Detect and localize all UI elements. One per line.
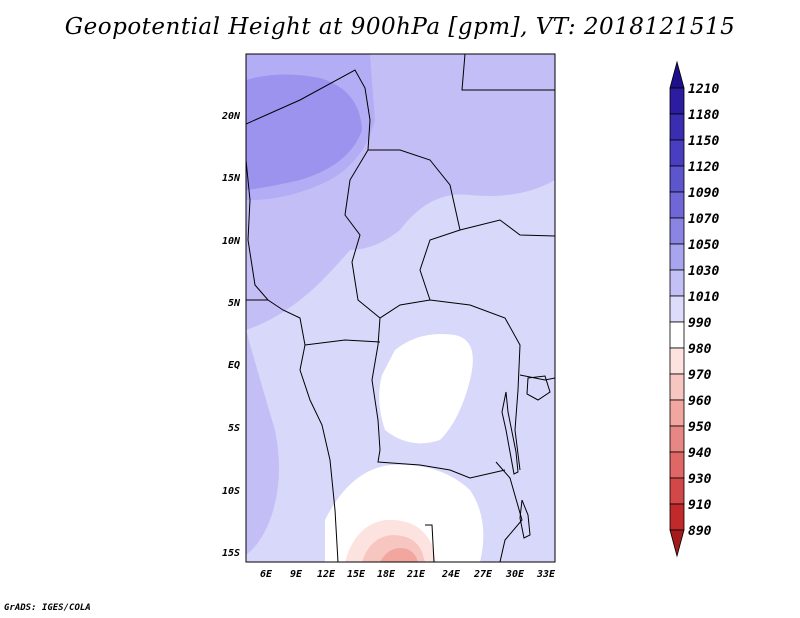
lon-tick-label: 27E (473, 569, 493, 580)
colorbar-cell (669, 295, 685, 323)
longitude-axis: 6E 9E 12E 15E 18E 21E 24E 27E 30E 33E (260, 569, 556, 580)
map-frame (245, 53, 556, 563)
field-band-1090-northwest (246, 74, 362, 190)
lake-tanganyika (501, 391, 519, 475)
colorbar-level-label: 890 (688, 524, 712, 539)
lat-tick-label: 10N (222, 236, 241, 247)
colorbar-cell (669, 399, 685, 427)
colorbar-level-label: 1180 (688, 108, 719, 123)
colorbar-cell (669, 243, 685, 271)
coastline-west-africa (246, 159, 339, 562)
colorbar-level-label: 960 (688, 394, 712, 409)
colorbar-cell (669, 165, 685, 193)
lat-tick-label: 15S (222, 548, 240, 559)
colorbar-cell (669, 217, 685, 245)
field-band-1010-congo (379, 334, 473, 444)
lon-tick-label: 18E (377, 569, 396, 580)
colorbar-level-label: 1010 (688, 290, 719, 305)
colorbar-top-arrow (669, 60, 685, 89)
field-band-970 (380, 548, 418, 562)
colorbar-cell (669, 373, 685, 401)
colorbar-level-label: 1070 (688, 212, 719, 227)
border-lines (246, 54, 555, 562)
colorbar-level-label: 1090 (688, 186, 719, 201)
colorbar-cell (669, 451, 685, 479)
lon-tick-label: 21E (406, 569, 426, 580)
lon-tick-label: 30E (505, 569, 525, 580)
map-panel (246, 54, 555, 562)
colorbar-level-label: 1120 (688, 160, 719, 175)
lon-tick-label: 9E (290, 569, 303, 580)
lake-malawi (519, 499, 531, 539)
lat-tick-label: 10S (222, 486, 240, 497)
colorbar-cell (669, 191, 685, 219)
colorbar-level-label: 970 (688, 368, 712, 383)
colorbar-cell (669, 113, 685, 141)
colorbar-level-label: 930 (688, 472, 712, 487)
lat-tick-label: 5N (228, 298, 241, 309)
lon-tick-label: 15E (347, 569, 366, 580)
colorbar-cell (669, 87, 685, 115)
lat-tick-label: 5S (228, 423, 240, 434)
colorbar-cell (669, 139, 685, 167)
colorbar-level-label: 1050 (688, 238, 719, 253)
colorbar-level-label: 950 (688, 420, 712, 435)
lon-tick-label: 33E (536, 569, 556, 580)
colorbar-level-label: 910 (688, 498, 712, 513)
lat-tick-label: 15N (222, 173, 241, 184)
lon-tick-label: 12E (317, 569, 336, 580)
colorbar-level-label: 1030 (688, 264, 719, 279)
lat-tick-label: 20N (221, 111, 241, 122)
latitude-axis: 20N 15N 10N 5N EQ 5S 10S 15S (221, 111, 241, 559)
colorbar-cell (669, 477, 685, 505)
credit-text: GrADS: IGES/COLA (4, 603, 91, 613)
colorbar-cell (669, 425, 685, 453)
colorbar-cell (669, 321, 685, 349)
lon-tick-label: 24E (441, 569, 461, 580)
field-band-1030-west (246, 330, 279, 555)
lake-victoria (526, 375, 551, 401)
chart-title: Geopotential Height at 900hPa [gpm], VT:… (64, 14, 736, 40)
lat-tick-label: EQ (228, 360, 240, 371)
colorbar-level-label: 980 (688, 342, 712, 357)
colorbar-level-label: 990 (688, 316, 712, 331)
colorbar-cell (669, 347, 685, 375)
colorbar-cell (669, 269, 685, 297)
colorbar-cell (669, 503, 685, 531)
colorbar-level-label: 1150 (688, 134, 719, 149)
lon-tick-label: 6E (260, 569, 273, 580)
colorbar (669, 60, 685, 558)
colorbar-level-label: 1210 (688, 82, 719, 97)
colorbar-bottom-arrow (669, 529, 685, 558)
colorbar-level-label: 940 (688, 446, 712, 461)
colorbar-labels: 1210 1180 1150 1120 1090 1070 1050 1030 1010 990 9… (688, 82, 719, 539)
